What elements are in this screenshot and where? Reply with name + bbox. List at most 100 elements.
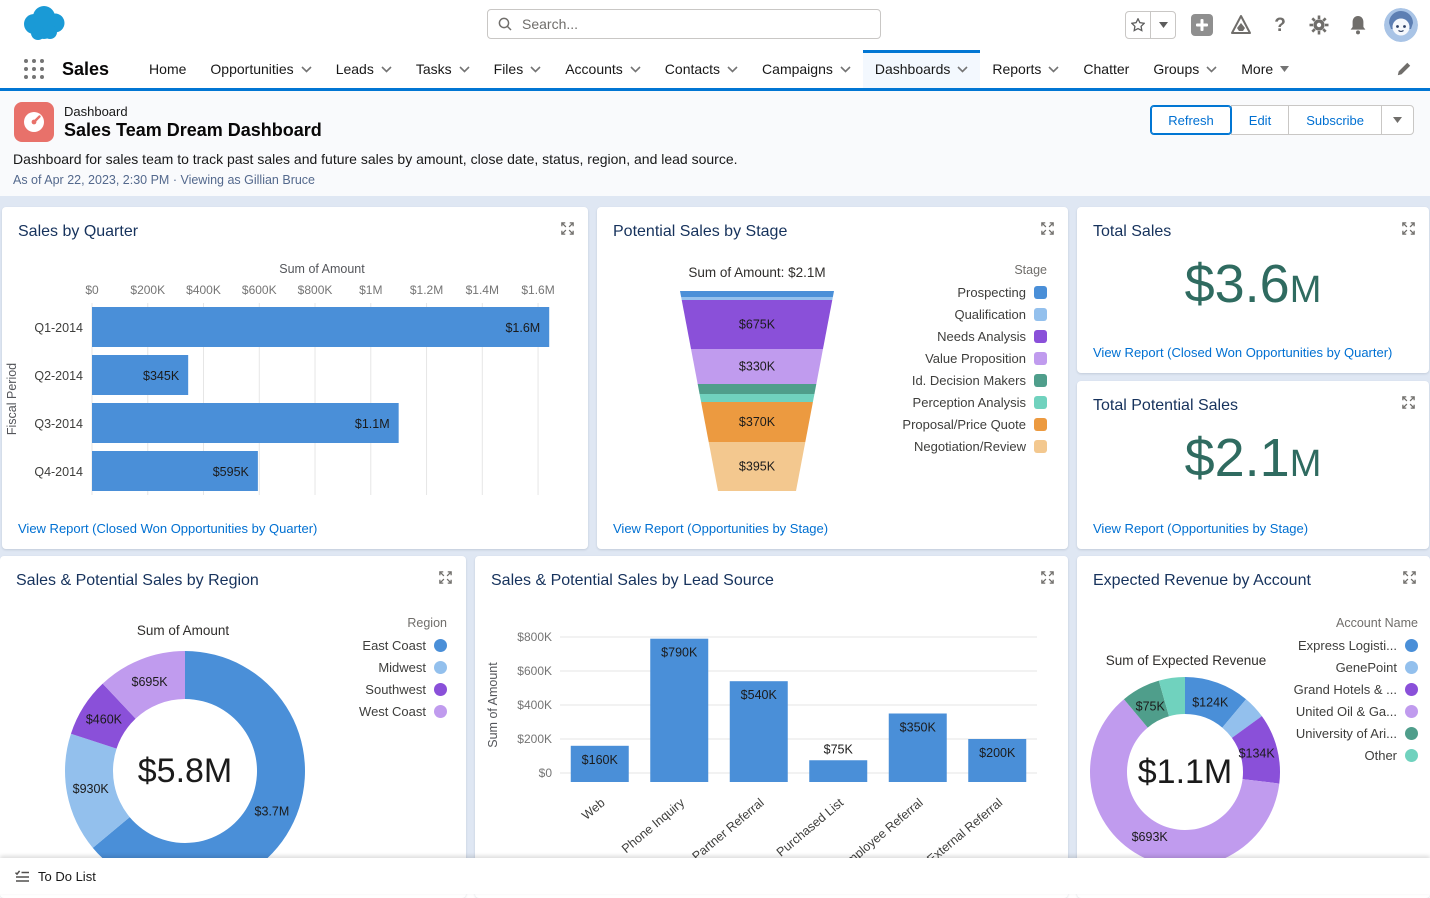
donut-slice-east-coast[interactable] (92, 651, 306, 891)
bar-purchased-list[interactable] (809, 760, 868, 782)
donut-slice-university-of-ari[interactable] (1123, 680, 1170, 728)
bar-partner-referral[interactable] (729, 681, 788, 782)
tab-more[interactable]: More (1229, 50, 1301, 88)
svg-text:$0: $0 (539, 766, 553, 780)
legend-title: Region (407, 616, 447, 630)
view-report-link[interactable]: View Report (Closed Won Opportunities by… (1093, 345, 1393, 360)
svg-text:$1.1M: $1.1M (355, 417, 390, 431)
funnel-segment-qualification[interactable] (681, 297, 833, 300)
funnel-segment-prospecting[interactable] (680, 291, 834, 297)
funnel-segment-id-decision-makers[interactable] (697, 384, 817, 394)
legend-title: Stage (1014, 263, 1047, 277)
funnel-segment-value-proposition[interactable] (691, 349, 823, 384)
user-avatar[interactable] (1384, 8, 1418, 42)
tab-home[interactable]: Home (137, 50, 198, 88)
tab-dashboards[interactable]: Dashboards (862, 50, 981, 88)
donut-slice-west-coast[interactable] (102, 651, 185, 719)
tab-groups[interactable]: Groups (1141, 50, 1229, 88)
view-report-link[interactable]: View Report (Closed Won Opportunities by… (18, 521, 318, 536)
bar-q4-2014[interactable] (92, 451, 258, 491)
bar-q3-2014[interactable] (92, 403, 399, 443)
svg-text:$1.4M: $1.4M (466, 283, 499, 297)
donut-slice-midwest[interactable] (64, 733, 130, 848)
card-potential-sales-by-stage: Potential Sales by Stage Sum of Amount: … (597, 207, 1068, 549)
expand-icon[interactable] (1040, 221, 1055, 236)
expand-icon[interactable] (1402, 570, 1417, 585)
chevron-down-icon (1206, 65, 1217, 73)
card-sales-by-quarter: Sales by Quarter Sum of Amount $0 $200K $40… (2, 207, 588, 549)
expand-icon[interactable] (438, 570, 453, 585)
svg-text:Sum of Amount: $2.1M: Sum of Amount: $2.1M (688, 265, 825, 280)
guidance-center-icon[interactable] (1228, 12, 1254, 38)
page-title: Sales Team Dream Dashboard (64, 120, 322, 140)
donut-slice-other[interactable] (1158, 677, 1185, 717)
refresh-button[interactable]: Refresh (1150, 105, 1232, 135)
bar-q1-2014[interactable] (92, 307, 550, 347)
expand-icon[interactable] (1401, 395, 1416, 410)
donut-slice-genepoint[interactable] (1222, 699, 1262, 738)
bar-web[interactable] (570, 745, 629, 782)
tab-files[interactable]: Files (482, 50, 554, 88)
svg-text:$75K: $75K (1136, 700, 1166, 714)
tab-chatter[interactable]: Chatter (1071, 50, 1141, 88)
favorites-caret-icon[interactable] (1150, 12, 1175, 38)
bar-phone-inquiry[interactable] (650, 638, 709, 782)
global-header: ? (0, 0, 1430, 50)
bar-employee-referral[interactable] (888, 713, 947, 783)
subscribe-button[interactable]: Subscribe (1288, 105, 1382, 135)
donut-slice-southwest[interactable] (70, 683, 136, 749)
edit-button[interactable]: Edit (1230, 105, 1290, 135)
tab-leads[interactable]: Leads (324, 50, 404, 88)
tab-contacts[interactable]: Contacts (653, 50, 750, 88)
svg-text:$3.7M: $3.7M (255, 805, 290, 819)
card-expected-revenue-by-account: Expected Revenue by Account Sum of Expec… (1077, 556, 1430, 898)
donut-slice-grand-hotels[interactable] (1231, 716, 1280, 784)
funnel-segment-needs-analysis[interactable] (681, 300, 833, 349)
funnel-segment-negotiation-review[interactable] (708, 442, 806, 491)
tab-label: Tasks (415, 61, 452, 77)
expand-icon[interactable] (1040, 570, 1055, 585)
donut-slice-express-logisti[interactable] (1185, 677, 1247, 728)
favorites-star-icon[interactable] (1126, 12, 1150, 38)
more-actions-dropdown-button[interactable] (1381, 105, 1414, 135)
chevron-down-icon (1048, 65, 1059, 73)
svg-text:External Referral: External Referral (924, 796, 1005, 867)
setup-gear-icon[interactable] (1306, 12, 1332, 38)
edit-nav-pencil-icon[interactable] (1396, 61, 1412, 77)
svg-text:$160K: $160K (582, 753, 619, 767)
expand-icon[interactable] (1401, 221, 1416, 236)
funnel-segment-proposal-price-quote[interactable] (701, 402, 813, 442)
bar-external-referral[interactable] (968, 739, 1027, 782)
tab-campaigns[interactable]: Campaigns (750, 50, 863, 88)
bar-q2-2014[interactable] (92, 355, 189, 395)
tab-opportunities[interactable]: Opportunities (198, 50, 323, 88)
legend-swatch (1034, 418, 1047, 431)
app-navigation-bar: Sales Home Opportunities Leads Tasks Files Ac… (0, 50, 1430, 91)
legend-item-proposal-price-quote: Proposal/Price Quote (902, 417, 1047, 432)
global-search[interactable] (487, 9, 881, 39)
svg-text:$600K: $600K (242, 283, 277, 297)
legend-swatch (1034, 396, 1047, 409)
tab-accounts[interactable]: Accounts (553, 50, 653, 88)
notifications-bell-icon[interactable] (1345, 12, 1371, 38)
global-actions-icon[interactable] (1189, 12, 1215, 38)
view-report-link[interactable]: View Report (Opportunities by Stage) (613, 521, 829, 536)
todo-list-utility[interactable]: To Do List (14, 868, 96, 884)
legend-item-prospecting: Prospecting (957, 285, 1047, 300)
funnel-segment-perception-analysis[interactable] (699, 394, 815, 402)
legend-swatch (1405, 705, 1418, 718)
app-name: Sales (62, 58, 110, 79)
donut-slice-united-oil-ga[interactable] (1090, 699, 1280, 867)
tab-reports[interactable]: Reports (980, 50, 1071, 88)
salesforce-logo-icon[interactable] (16, 2, 74, 46)
help-icon[interactable]: ? (1267, 12, 1293, 38)
search-input[interactable] (520, 15, 870, 33)
legend-swatch (1034, 286, 1047, 299)
view-report-link[interactable]: View Report (Opportunities by Stage) (1093, 521, 1309, 536)
legend-item-genepoint: GenePoint (1336, 660, 1418, 675)
tab-tasks[interactable]: Tasks (404, 50, 482, 88)
app-launcher-icon[interactable] (24, 59, 44, 79)
expand-icon[interactable] (560, 221, 575, 236)
svg-text:$675K: $675K (739, 318, 776, 332)
svg-text:Q3-2014: Q3-2014 (34, 417, 83, 431)
